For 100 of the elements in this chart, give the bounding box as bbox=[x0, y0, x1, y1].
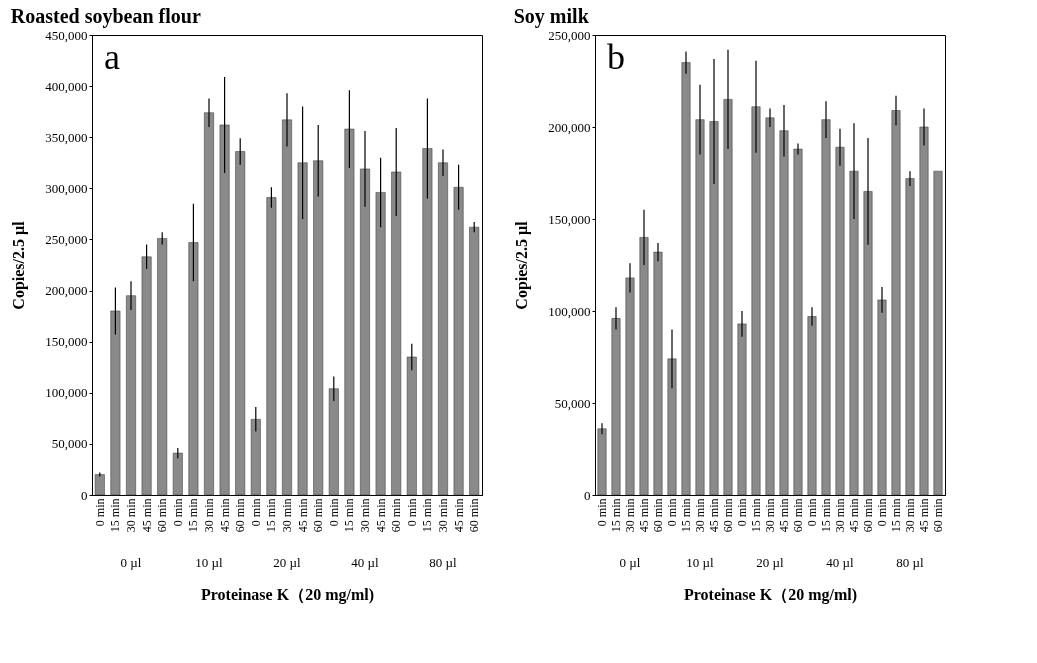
bar bbox=[422, 148, 433, 496]
y-tick-label: 250,000 bbox=[548, 27, 591, 43]
x-tick-label: 60 min bbox=[861, 498, 875, 533]
x-tick-label: 15 min bbox=[108, 498, 123, 533]
chart-title: Soy milk bbox=[513, 5, 590, 28]
y-tick-label: 100,000 bbox=[548, 303, 591, 319]
x-tick-label: 60 min bbox=[651, 498, 665, 533]
x-tick-label: 45 min bbox=[139, 498, 154, 533]
x-tick-label: 60 min bbox=[721, 498, 735, 533]
y-tick-label: 150,000 bbox=[45, 334, 88, 350]
x-tick-label: 0 min bbox=[92, 498, 107, 527]
x-axis-title: Proteinase K（20 mg/ml) bbox=[683, 586, 858, 605]
x-tick-label: 15 min bbox=[609, 498, 623, 533]
bar bbox=[157, 238, 168, 496]
y-tick-label: 400,000 bbox=[45, 78, 88, 94]
x-tick-label: 60 min bbox=[155, 498, 170, 533]
x-tick-label: 45 min bbox=[373, 498, 388, 533]
y-tick-label: 300,000 bbox=[45, 180, 88, 196]
x-tick-label: 30 min bbox=[358, 498, 372, 533]
x-tick-label: 60 min bbox=[311, 498, 326, 533]
x-tick-label: 30 min bbox=[124, 498, 138, 533]
bar bbox=[172, 452, 183, 496]
bar bbox=[625, 277, 635, 496]
x-tick-label: 15 min bbox=[264, 498, 279, 533]
x-tick-label: 15 min bbox=[420, 498, 435, 533]
text: 40 µl bbox=[826, 555, 855, 570]
bar bbox=[765, 117, 775, 496]
x-tick-label: 60 min bbox=[931, 498, 945, 533]
bar bbox=[751, 106, 761, 496]
bar bbox=[94, 474, 105, 496]
bar bbox=[375, 192, 386, 496]
bar bbox=[863, 191, 873, 496]
bar bbox=[406, 356, 417, 496]
annotation: b bbox=[607, 37, 625, 77]
text: 80 µl bbox=[896, 555, 925, 570]
x-tick-label: 30 min bbox=[623, 498, 637, 533]
y-tick-label: 0 bbox=[584, 487, 591, 503]
annotation: a bbox=[104, 37, 120, 77]
x-tick-label: 60 min bbox=[233, 498, 248, 533]
x-tick-label: 45 min bbox=[217, 498, 232, 533]
y-tick-label: 350,000 bbox=[45, 129, 88, 145]
text: 80 µl bbox=[429, 555, 458, 570]
x-tick-label: 15 min bbox=[819, 498, 833, 533]
bar bbox=[126, 295, 136, 496]
x-tick-label: 45 min bbox=[707, 498, 721, 533]
x-tick-label: 45 min bbox=[637, 498, 651, 533]
bar bbox=[709, 121, 719, 496]
x-tick-label: 0 min bbox=[735, 498, 749, 527]
text: 0 µl bbox=[120, 555, 142, 570]
text: 10 µl bbox=[686, 555, 715, 570]
x-tick-label: 45 min bbox=[917, 498, 931, 533]
bar bbox=[204, 112, 214, 496]
y-tick-label: 100,000 bbox=[45, 385, 88, 401]
bar bbox=[266, 197, 277, 496]
x-tick-label: 60 min bbox=[791, 498, 805, 533]
y-tick-label: 150,000 bbox=[548, 211, 591, 227]
text: 40 µl bbox=[351, 555, 380, 570]
x-tick-label: 0 min bbox=[805, 498, 819, 527]
x-tick-label: 0 min bbox=[595, 498, 609, 527]
chart-title: Roasted soybean flour bbox=[10, 5, 201, 28]
bar bbox=[821, 119, 831, 496]
x-tick-label: 30 min bbox=[763, 498, 777, 533]
bar bbox=[597, 428, 607, 496]
x-tick-label: 30 min bbox=[903, 498, 917, 533]
bar bbox=[933, 170, 943, 496]
bar bbox=[905, 178, 915, 496]
y-axis-title: Copies/2.5 µl bbox=[513, 220, 532, 310]
text: 10 µl bbox=[195, 555, 224, 570]
y-tick-label: 50,000 bbox=[51, 436, 88, 452]
x-tick-label: 45 min bbox=[451, 498, 466, 533]
bar bbox=[737, 323, 747, 496]
bar bbox=[235, 151, 246, 496]
x-axis-title: Proteinase K（20 mg/ml) bbox=[200, 586, 375, 605]
y-tick-label: 0 bbox=[81, 487, 88, 503]
bar bbox=[282, 119, 292, 496]
x-tick-label: 60 min bbox=[389, 498, 404, 533]
text: 20 µl bbox=[273, 555, 302, 570]
text: 20 µl bbox=[756, 555, 785, 570]
bar bbox=[219, 124, 230, 496]
x-tick-label: 0 min bbox=[248, 498, 263, 527]
bar bbox=[391, 171, 402, 496]
x-tick-label: 45 min bbox=[295, 498, 310, 533]
bar bbox=[141, 256, 152, 496]
bar bbox=[360, 168, 370, 496]
y-tick-label: 200,000 bbox=[548, 119, 591, 135]
bar bbox=[469, 226, 480, 496]
bar bbox=[344, 128, 355, 496]
bar bbox=[639, 237, 649, 496]
bar bbox=[110, 310, 121, 496]
bar bbox=[779, 130, 789, 496]
bar bbox=[919, 126, 929, 496]
x-tick-label: 15 min bbox=[342, 498, 357, 533]
bar bbox=[438, 162, 448, 496]
bar bbox=[723, 99, 733, 496]
y-tick-label: 450,000 bbox=[45, 27, 88, 43]
x-tick-label: 0 min bbox=[665, 498, 679, 527]
x-tick-label: 30 min bbox=[693, 498, 707, 533]
bar bbox=[653, 251, 663, 496]
x-tick-label: 30 min bbox=[436, 498, 450, 533]
bar bbox=[807, 316, 817, 496]
